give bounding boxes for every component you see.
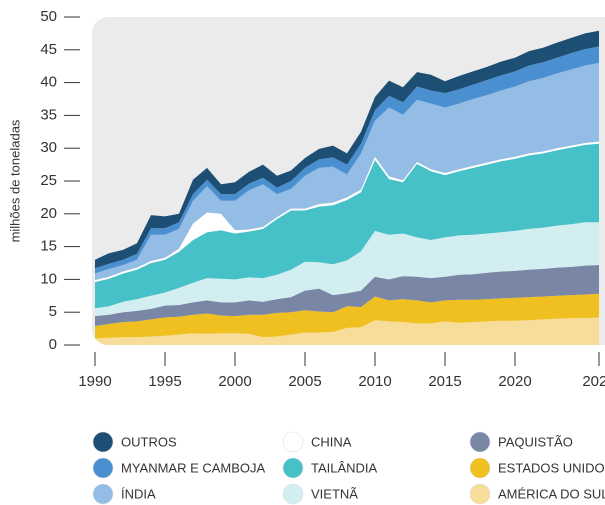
y-tick-label: 30 — [40, 139, 57, 156]
y-tick-label: 35 — [40, 106, 57, 123]
x-tick-label: 2000 — [218, 373, 251, 390]
legend-swatch — [92, 431, 114, 453]
legend-label: OUTROS — [121, 434, 177, 449]
area — [95, 30, 599, 269]
x-tick-label: 1995 — [148, 373, 181, 390]
x-tick-label: 1990 — [78, 373, 111, 390]
y-tick-label: 5 — [49, 303, 57, 320]
area — [95, 265, 599, 326]
legend-swatch — [469, 431, 491, 453]
y-tick-label: 25 — [40, 172, 57, 189]
area — [95, 317, 599, 345]
x-tick-label: 2005 — [288, 373, 321, 390]
legend-swatch — [92, 457, 114, 479]
x-tick-label: 2010 — [358, 373, 391, 390]
legend-label: CHINA — [311, 434, 352, 449]
legend-label: VIETNÃ — [311, 486, 358, 501]
legend-label: ESTADOS UNIDOS — [498, 460, 605, 475]
y-tick-label: 40 — [40, 74, 57, 91]
area — [95, 222, 599, 317]
legend-swatch — [282, 483, 304, 505]
legend-label: AMÉRICA DO SUL — [498, 486, 605, 501]
x-tick-label: 2020 — [498, 373, 531, 390]
area — [95, 293, 599, 339]
y-tick-label: 10 — [40, 270, 57, 287]
y-tick-label: 45 — [40, 41, 57, 58]
legend-label: ÍNDIA — [121, 486, 156, 501]
legend-label: PAQUISTÃO — [498, 434, 573, 449]
legend-swatch — [92, 483, 114, 505]
areas — [95, 30, 599, 345]
x-tick-label: 2015 — [428, 373, 461, 390]
area — [95, 143, 599, 309]
y-tick-label: 0 — [49, 336, 57, 353]
area — [95, 46, 599, 274]
legend-swatch — [282, 457, 304, 479]
legend-swatch — [469, 483, 491, 505]
legend-label: TAILÂNDIA — [311, 460, 378, 475]
legend-swatch — [469, 457, 491, 479]
x-tick-label: 2026 — [582, 373, 605, 390]
y-tick-label: 20 — [40, 205, 57, 222]
legend-swatch — [282, 431, 304, 453]
area — [95, 62, 599, 281]
y-tick-label: 50 — [40, 8, 57, 25]
y-axis-label: milhões de toneladas — [7, 119, 22, 242]
legend-label: MYANMAR E CAMBOJA — [121, 460, 266, 475]
y-tick-label: 15 — [40, 238, 57, 255]
